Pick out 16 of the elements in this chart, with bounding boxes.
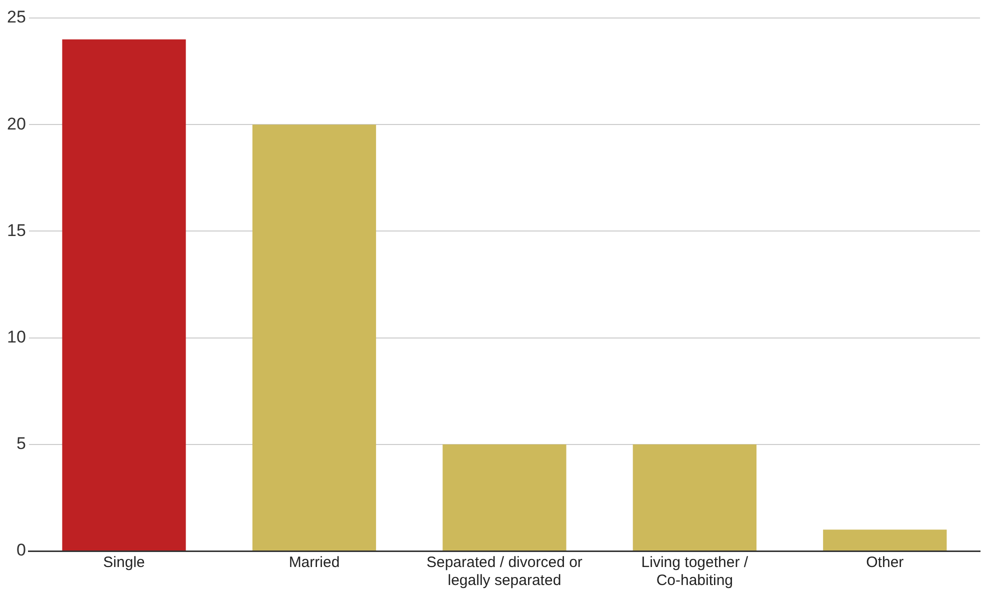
x-tick-label: Other <box>866 554 904 572</box>
x-tick-label: Married <box>288 554 340 572</box>
bar <box>442 444 566 550</box>
bar <box>632 444 756 550</box>
y-tick-label: 0 <box>16 540 26 560</box>
y-tick-label: 25 <box>6 8 26 27</box>
y-tick-label: 5 <box>16 434 26 454</box>
x-tick-label: Living together / Co-habiting <box>641 554 749 590</box>
x-tick-label: Single <box>103 554 145 572</box>
y-tick-label: 15 <box>6 220 26 240</box>
bar <box>252 124 376 550</box>
bar <box>823 530 947 550</box>
y-tick-label: 10 <box>6 327 26 346</box>
y-tick-label: 20 <box>6 114 26 134</box>
x-tick-label: Separated / divorced or legally separated <box>426 554 582 590</box>
bar <box>62 39 186 550</box>
